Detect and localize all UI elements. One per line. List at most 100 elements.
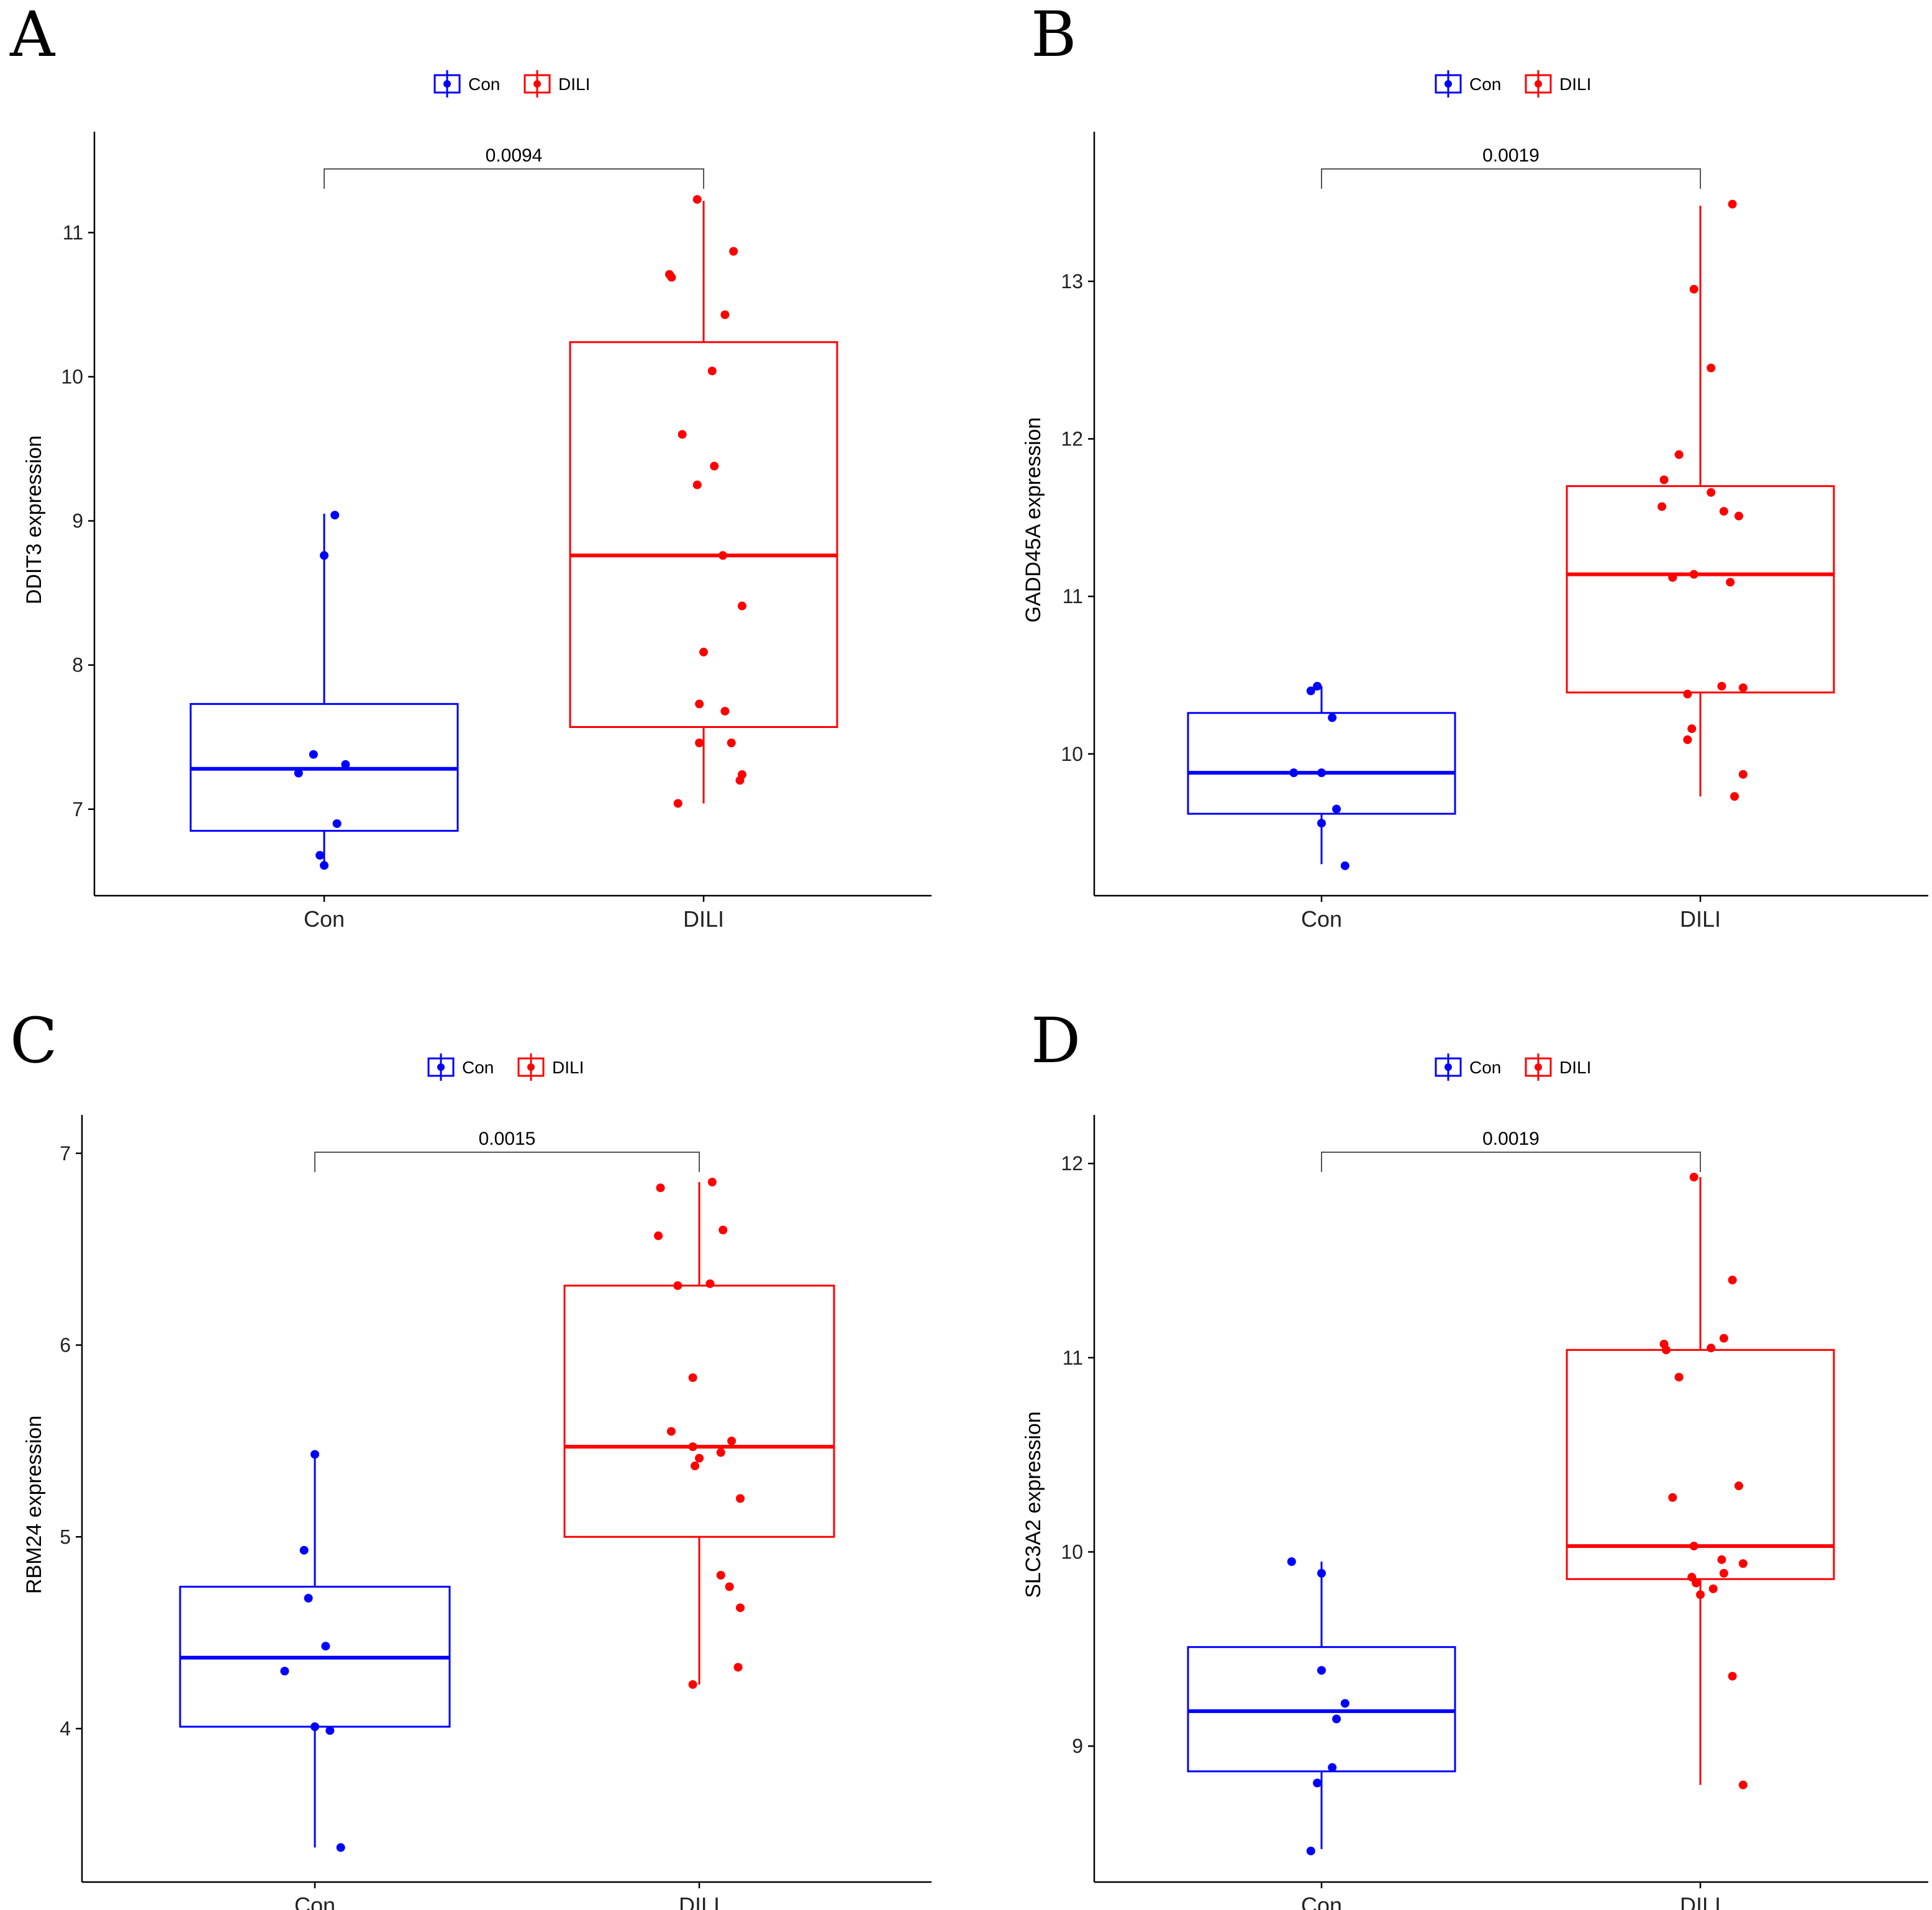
y-tick-label: 13 bbox=[1061, 270, 1083, 293]
data-point bbox=[1674, 1373, 1684, 1382]
bracket-line bbox=[324, 168, 704, 189]
dili-legend-label: DILI bbox=[558, 75, 590, 94]
data-point bbox=[1719, 1568, 1728, 1578]
data-point bbox=[716, 1571, 725, 1580]
data-point bbox=[666, 1427, 676, 1436]
con-legend-label: Con bbox=[462, 1058, 494, 1077]
data-point bbox=[1707, 1344, 1716, 1353]
data-point bbox=[1668, 1493, 1677, 1502]
data-point bbox=[692, 480, 702, 489]
dili-key-box bbox=[524, 74, 551, 94]
data-point bbox=[1317, 768, 1326, 778]
data-point bbox=[1692, 1578, 1701, 1588]
box bbox=[563, 1285, 835, 1538]
data-point bbox=[332, 819, 342, 828]
dili-legend-label: DILI bbox=[1559, 1058, 1591, 1077]
data-point bbox=[1340, 1699, 1349, 1708]
data-point bbox=[1738, 1559, 1748, 1568]
data-point bbox=[1689, 1173, 1698, 1182]
data-point bbox=[1289, 768, 1299, 778]
data-point bbox=[727, 739, 736, 747]
data-point bbox=[720, 706, 730, 716]
data-point bbox=[1707, 488, 1716, 497]
data-point bbox=[294, 768, 303, 778]
significance-bracket: 0.0015 bbox=[314, 1129, 700, 1172]
data-point bbox=[1696, 1590, 1705, 1599]
panel-letter: C bbox=[10, 1004, 58, 1077]
data-point bbox=[707, 1178, 717, 1187]
y-tick-label: 9 bbox=[72, 510, 83, 532]
con-key-box bbox=[1435, 1057, 1462, 1077]
con-key-dot bbox=[437, 1063, 445, 1071]
data-point bbox=[667, 273, 676, 282]
dili-key-box bbox=[517, 1057, 545, 1077]
data-point bbox=[1317, 819, 1326, 828]
data-point bbox=[710, 462, 719, 471]
data-point bbox=[341, 760, 350, 769]
data-point bbox=[654, 1231, 663, 1240]
x-tick-label: Con bbox=[304, 906, 345, 932]
legend: Con DILI bbox=[1435, 70, 1591, 98]
y-tick-label: 6 bbox=[60, 1334, 71, 1357]
data-point bbox=[656, 1183, 665, 1193]
con-legend-label: Con bbox=[468, 75, 500, 94]
data-point bbox=[1306, 1846, 1315, 1855]
significance-bracket: 0.0094 bbox=[324, 145, 704, 189]
con-legend-label: Con bbox=[1469, 75, 1501, 94]
data-point bbox=[673, 1281, 683, 1290]
y-axis-label: DDIT3 expression bbox=[22, 435, 46, 604]
p-value: 0.0094 bbox=[486, 145, 543, 166]
data-point bbox=[311, 1450, 319, 1459]
data-point bbox=[1728, 199, 1737, 209]
data-point bbox=[1734, 511, 1743, 521]
box bbox=[1566, 485, 1835, 694]
y-axis-label: RBM24 expression bbox=[22, 1416, 46, 1594]
data-point bbox=[735, 776, 745, 785]
data-point bbox=[716, 1448, 725, 1457]
data-point bbox=[1659, 475, 1669, 484]
x-tick-label: Con bbox=[294, 1893, 335, 1910]
series-dili bbox=[569, 195, 838, 808]
data-point bbox=[1738, 1780, 1748, 1789]
bracket-line bbox=[1321, 168, 1701, 189]
p-value: 0.0015 bbox=[479, 1129, 536, 1149]
dili-key-dot bbox=[527, 1063, 535, 1071]
dili-key-dot bbox=[1535, 1063, 1542, 1071]
x-tick-label: DILI bbox=[679, 1893, 720, 1910]
data-point bbox=[315, 851, 325, 860]
legend: Con DILI bbox=[433, 70, 590, 98]
data-point bbox=[1734, 1481, 1743, 1491]
data-point bbox=[280, 1667, 289, 1676]
data-point bbox=[1661, 1345, 1671, 1355]
y-tick-label: 12 bbox=[1061, 428, 1083, 450]
series-dili bbox=[563, 1178, 835, 1689]
data-point bbox=[1332, 1714, 1341, 1724]
x-tick-label: Con bbox=[1301, 906, 1342, 932]
data-point bbox=[688, 1373, 697, 1382]
data-point bbox=[735, 1603, 745, 1612]
data-point bbox=[699, 647, 708, 657]
series-con bbox=[1187, 681, 1456, 870]
data-point bbox=[692, 195, 702, 204]
data-point bbox=[695, 739, 704, 747]
data-point bbox=[1726, 578, 1735, 587]
x-tick-label: DILI bbox=[1680, 906, 1721, 932]
dili-legend-label: DILI bbox=[1559, 75, 1591, 94]
data-point bbox=[695, 1453, 704, 1463]
y-tick-label: 4 bbox=[60, 1717, 71, 1740]
data-point bbox=[1689, 284, 1698, 294]
data-point bbox=[1738, 770, 1748, 779]
data-point bbox=[1708, 1584, 1718, 1593]
dili-key-box bbox=[1525, 1057, 1552, 1077]
data-point bbox=[1738, 683, 1748, 693]
data-point bbox=[1683, 689, 1692, 699]
data-point bbox=[673, 799, 683, 808]
y-tick-label: 11 bbox=[1063, 585, 1083, 607]
data-point bbox=[1658, 502, 1667, 511]
x-tick-label: Con bbox=[1301, 1893, 1342, 1910]
data-point bbox=[688, 1442, 697, 1452]
data-point bbox=[1719, 507, 1728, 516]
box bbox=[1187, 1646, 1456, 1773]
data-point bbox=[1689, 570, 1698, 579]
